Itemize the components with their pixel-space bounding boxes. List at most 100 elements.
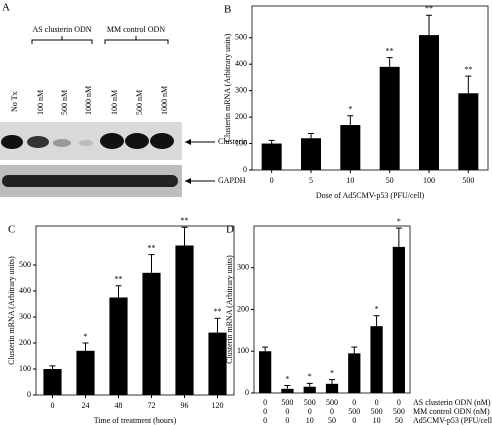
row-value: 0 — [352, 416, 356, 425]
significance: * — [397, 217, 401, 226]
row-value: 500 — [348, 407, 360, 416]
band-label: GAPDH — [218, 176, 246, 185]
group-label: MM control ODN — [107, 25, 165, 34]
bar — [392, 246, 405, 393]
bar — [340, 125, 361, 170]
x-tick-label: 72 — [148, 401, 156, 410]
x-tick-label: 48 — [115, 401, 123, 410]
x-tick-label: 5 — [309, 176, 313, 185]
lane-labels: No Tx 100 nM 500 nM 1000 nM 100 nM 500 nM 1000… — [10, 86, 169, 115]
y-tick-label: 300 — [19, 312, 31, 321]
significance: ** — [181, 216, 189, 225]
row-value: 500 — [281, 398, 293, 407]
x-tick-label: 24 — [82, 401, 90, 410]
significance: ** — [464, 65, 472, 74]
row-value: 0 — [352, 398, 356, 407]
bar — [76, 350, 95, 395]
significance: ** — [115, 275, 123, 284]
x-axis-label: Dose of Ad5CMV-p53 (PFU/cell) — [316, 191, 425, 200]
row-value: 0 — [285, 416, 289, 425]
bar — [458, 93, 479, 170]
band-label: Clusterin — [218, 137, 247, 146]
panel-letter: B — [224, 4, 231, 16]
x-tick-label: 96 — [181, 401, 189, 410]
lane-label: 100 nM — [110, 90, 119, 115]
bar — [303, 386, 316, 393]
y-axis-label: Clusterin mRNA (Arbitrary units) — [223, 33, 232, 142]
panel-letter: A — [2, 2, 10, 14]
bar — [261, 143, 282, 170]
band — [100, 133, 124, 149]
significance: ** — [214, 307, 222, 316]
x-tick-label: 500 — [462, 176, 474, 185]
row-value: 0 — [330, 407, 334, 416]
band — [53, 139, 71, 147]
bar — [175, 245, 194, 395]
bar — [419, 35, 439, 171]
bar — [379, 66, 400, 170]
panel-letter: D — [226, 224, 234, 236]
band — [27, 136, 49, 148]
y-tick-label: 200 — [235, 112, 247, 121]
x-tick-label: 100 — [423, 176, 435, 185]
y-tick-label: 100 — [237, 346, 249, 355]
bar — [301, 138, 321, 170]
significance: ** — [386, 46, 394, 55]
significance: ** — [148, 243, 156, 252]
significance: * — [375, 305, 379, 314]
significance: * — [348, 105, 352, 114]
x-tick-label: 0 — [51, 401, 55, 410]
significance: * — [330, 368, 334, 377]
row-value: 0 — [263, 398, 267, 407]
lane-label: No Tx — [10, 91, 19, 112]
y-tick-label: 400 — [19, 286, 31, 295]
y-tick-label: 0 — [27, 390, 31, 399]
x-tick-label: 50 — [386, 176, 394, 185]
bar — [348, 353, 361, 393]
bar — [142, 272, 161, 395]
row-value: 10 — [306, 416, 314, 425]
bracket — [31, 36, 93, 44]
group-label: AS clusterin ODN — [32, 25, 91, 34]
x-tick-label: 120 — [212, 401, 224, 410]
row-value: 50 — [395, 416, 403, 425]
lane-label: 100 nM — [36, 90, 45, 115]
row-value: 500 — [326, 398, 338, 407]
y-tick-label: 300 — [237, 263, 249, 272]
bar — [370, 326, 383, 393]
bar — [281, 388, 294, 393]
row-value: 500 — [304, 398, 316, 407]
y-tick-label: 500 — [235, 33, 247, 42]
row-value: 50 — [328, 416, 336, 425]
bracket — [104, 36, 169, 44]
lane-label: 1000 nM — [84, 86, 93, 115]
lane-label: 500 nM — [60, 90, 69, 115]
band — [125, 133, 149, 149]
row-label: MM control ODN (nM) — [413, 407, 490, 416]
row-label: AS clusterin ODN (nM) — [413, 398, 491, 407]
band — [79, 140, 93, 146]
y-tick-label: 200 — [19, 338, 31, 347]
x-tick-label: 0 — [270, 176, 274, 185]
x-axis-label: Time of treatment (hours) — [94, 416, 177, 425]
significance: * — [84, 332, 88, 341]
y-axis-label: Clusterin mRNA (Arbitrary units) — [225, 255, 234, 364]
y-tick-label: 400 — [235, 59, 247, 68]
panel-letter: C — [8, 224, 15, 236]
y-tick-label: 0 — [243, 165, 247, 174]
significance: * — [308, 372, 312, 381]
y-tick-label: 100 — [235, 138, 247, 147]
bar — [109, 297, 128, 395]
significance: * — [285, 374, 289, 383]
lane-label: 500 nM — [135, 90, 144, 115]
band — [1, 135, 23, 149]
row-value: 10 — [373, 416, 381, 425]
x-tick-label: 10 — [346, 176, 354, 185]
row-value: 500 — [393, 407, 405, 416]
bar — [259, 351, 272, 393]
row-value: 0 — [263, 416, 267, 425]
y-axis-label: Clusterin mRNA (Arbitrary units) — [7, 256, 16, 365]
row-value: 0 — [285, 407, 289, 416]
y-tick-label: 0 — [245, 388, 249, 397]
